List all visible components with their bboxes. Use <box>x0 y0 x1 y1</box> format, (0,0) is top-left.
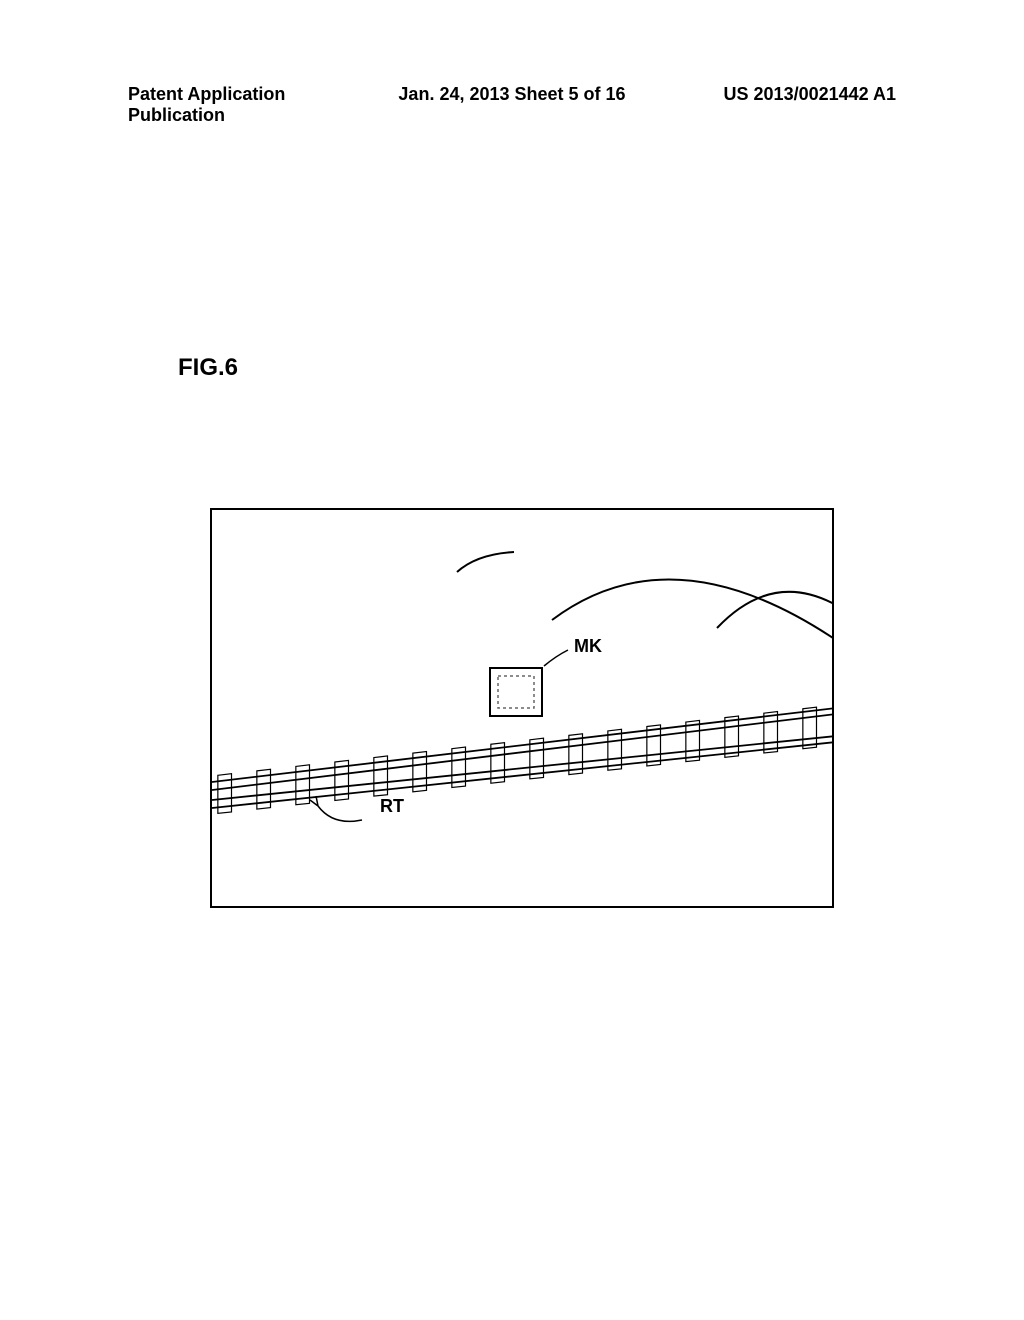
header-sheet: Jan. 24, 2013 Sheet 5 of 16 <box>384 84 640 126</box>
page-header: Patent Application Publication Jan. 24, … <box>0 84 1024 126</box>
figure-label: FIG.6 <box>178 354 238 382</box>
header-publication: Patent Application Publication <box>128 84 384 126</box>
header-docnum: US 2013/0021442 A1 <box>640 84 896 126</box>
figure-drawing <box>212 510 834 908</box>
figure-frame <box>210 508 834 908</box>
track-label-rt: RT <box>380 796 404 817</box>
marker-label-mk: MK <box>574 636 602 657</box>
